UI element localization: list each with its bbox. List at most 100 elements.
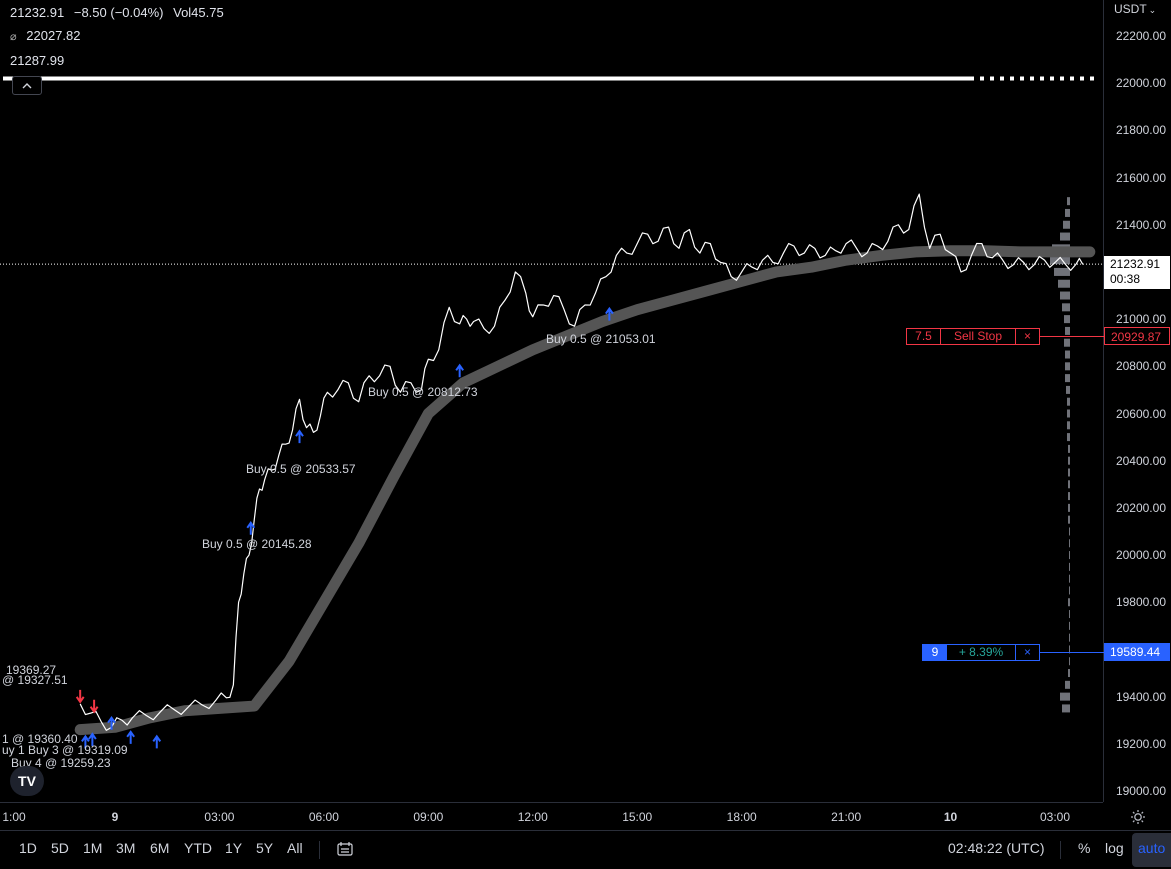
chevron-up-icon xyxy=(22,82,32,88)
trade-label: 1 @ 19360.40 xyxy=(2,732,78,746)
volume-profile-bar xyxy=(1069,539,1070,548)
volume-profile-bar xyxy=(1066,385,1070,394)
volume-profile-bar xyxy=(1062,303,1070,312)
bottom-toolbar: 1D 5D 1M 3M 6M YTD 1Y 5Y All 02:48:22 (U… xyxy=(0,830,1171,869)
timeframe-all[interactable]: All xyxy=(287,840,303,856)
volume-profile-bar xyxy=(1069,621,1070,630)
price-axis-label: 21400.00 xyxy=(1115,217,1166,232)
toolbar-divider xyxy=(319,841,320,859)
price-axis[interactable]: USDT⌄ 19000.0019200.0019400.0019600.0019… xyxy=(1103,0,1171,802)
volume-profile-bar xyxy=(1068,444,1070,453)
volume-profile-bar xyxy=(1065,208,1070,217)
trade-label: uy 1 Buy 3 @ 19319.09 xyxy=(2,743,128,757)
trade-label: Buy 0.5 @ 20533.57 xyxy=(246,462,356,476)
close-icon[interactable]: × xyxy=(1015,645,1039,660)
volume-profile-bar xyxy=(1069,586,1070,595)
price-axis-label: 20400.00 xyxy=(1115,453,1166,468)
percent-scale-button[interactable]: % xyxy=(1078,840,1091,856)
volume-profile-bar xyxy=(1058,279,1070,288)
volume-profile-bar xyxy=(1069,574,1070,583)
time-axis-label: 09:00 xyxy=(413,810,444,824)
settings-gear-icon xyxy=(1130,809,1145,824)
timeframe-3m[interactable]: 3M xyxy=(116,840,136,856)
timeframe-1m[interactable]: 1M xyxy=(83,840,103,856)
trade-label: @ 19327.51 xyxy=(2,673,68,687)
position-price-tag: 19589.44 xyxy=(1104,643,1170,661)
currency-button[interactable]: USDT ⌄ xyxy=(1114,2,1156,16)
indicator-symbol-icon: ⌀ xyxy=(10,31,17,43)
position-connector xyxy=(1040,652,1104,653)
position-pnl: + 8.39% xyxy=(958,645,1004,659)
price-axis-label: 20800.00 xyxy=(1115,359,1166,374)
time-axis-label: 21:00 xyxy=(831,810,862,824)
price-axis-label: 21600.00 xyxy=(1115,170,1166,185)
date-range-button[interactable] xyxy=(336,841,354,860)
time-axis-label: 06:00 xyxy=(308,810,339,824)
last-price-tag: 21232.91 00:38 xyxy=(1104,256,1170,289)
tradingview-logo[interactable]: TV xyxy=(10,766,44,796)
last-price-value: 21232.91 xyxy=(1110,257,1161,271)
timeframe-5d[interactable]: 5D xyxy=(51,840,69,856)
legend-price-line: 21232.91 −8.50 (−0.04%) Vol45.75 xyxy=(10,5,230,20)
volume-profile-bar xyxy=(1065,374,1070,383)
volume-profile-bar xyxy=(1068,598,1070,607)
log-scale-button[interactable]: log xyxy=(1105,840,1124,856)
timeframe-ytd[interactable]: YTD xyxy=(184,840,212,856)
sell-arrow-icon xyxy=(75,689,85,704)
time-axis-label: 10 xyxy=(943,810,958,824)
legend-price: 21232.91 xyxy=(10,5,65,20)
volume-profile-bar xyxy=(1068,669,1070,678)
auto-scale-button[interactable]: auto xyxy=(1132,833,1171,867)
time-axis-label: 9 xyxy=(111,810,119,824)
price-axis-label: 22200.00 xyxy=(1115,29,1166,43)
auto-scale-label: auto xyxy=(1138,840,1166,856)
order-qty: 7.5 xyxy=(907,329,941,344)
volume-profile-bar xyxy=(1067,397,1070,406)
buy-arrow-icon xyxy=(126,730,135,744)
volume-profile-bar xyxy=(1068,515,1070,524)
chart-svg xyxy=(0,76,1103,749)
legend-second-line: 21287.99 xyxy=(10,53,70,68)
collapse-legend-button[interactable] xyxy=(12,76,42,95)
legend-change: −8.50 (−0.04%) xyxy=(73,5,164,20)
moving-average-line xyxy=(74,245,1096,736)
volume-profile-bar xyxy=(1068,492,1070,501)
price-axis-label: 20200.00 xyxy=(1115,500,1166,515)
volume-profile-bar xyxy=(1069,657,1070,666)
timeframe-1d[interactable]: 1D xyxy=(19,840,37,856)
price-axis-label: 20600.00 xyxy=(1115,406,1166,421)
close-icon[interactable]: × xyxy=(1015,329,1039,344)
price-line xyxy=(79,193,1084,731)
volume-profile-bar xyxy=(1064,338,1070,347)
volume-profile-bar xyxy=(1067,433,1070,442)
chart-plot-area[interactable] xyxy=(0,0,1103,802)
time-axis-label: 03:00 xyxy=(1039,810,1071,824)
volume-profile-bar xyxy=(1063,220,1070,229)
trade-label: Buy 0.5 @ 20812.73 xyxy=(368,385,478,399)
buy-arrow-icon xyxy=(295,429,304,444)
buy-arrow-icon xyxy=(152,734,162,749)
legend-volume: Vol45.75 xyxy=(173,5,224,20)
volume-profile-bar xyxy=(1068,480,1070,489)
timeframe-6m[interactable]: 6M xyxy=(150,840,170,856)
price-axis-label: 19200.00 xyxy=(1115,736,1166,751)
price-axis-label: 22000.00 xyxy=(1115,76,1166,91)
time-axis[interactable]: 1:00 9 03:00 06:00 09:00 12:00 15:00 18:00 21:00… xyxy=(0,802,1103,831)
buy-arrow-icon xyxy=(246,521,256,535)
price-axis-label: 19800.00 xyxy=(1115,595,1166,610)
volume-profile-bar xyxy=(1054,267,1070,276)
volume-profile-bar xyxy=(1069,551,1070,560)
timeframe-5y[interactable]: 5Y xyxy=(256,840,274,856)
buy-arrow-icon xyxy=(88,732,97,747)
currency-label: USDT xyxy=(1114,2,1147,16)
position-order[interactable]: 9 + 8.39% × xyxy=(922,644,1040,661)
axis-corner[interactable] xyxy=(1104,803,1171,830)
volume-profile-bar xyxy=(1068,456,1070,465)
logo-text: TV xyxy=(18,773,36,789)
clock-display[interactable]: 02:48:22 (UTC) xyxy=(948,840,1045,856)
volume-profile-bar xyxy=(1069,645,1070,654)
time-axis-label: 15:00 xyxy=(622,810,653,824)
timeframe-1y[interactable]: 1Y xyxy=(225,840,243,856)
sell-stop-order[interactable]: 7.5 Sell Stop × xyxy=(906,328,1040,345)
countdown-value: 00:38 xyxy=(1110,272,1141,286)
